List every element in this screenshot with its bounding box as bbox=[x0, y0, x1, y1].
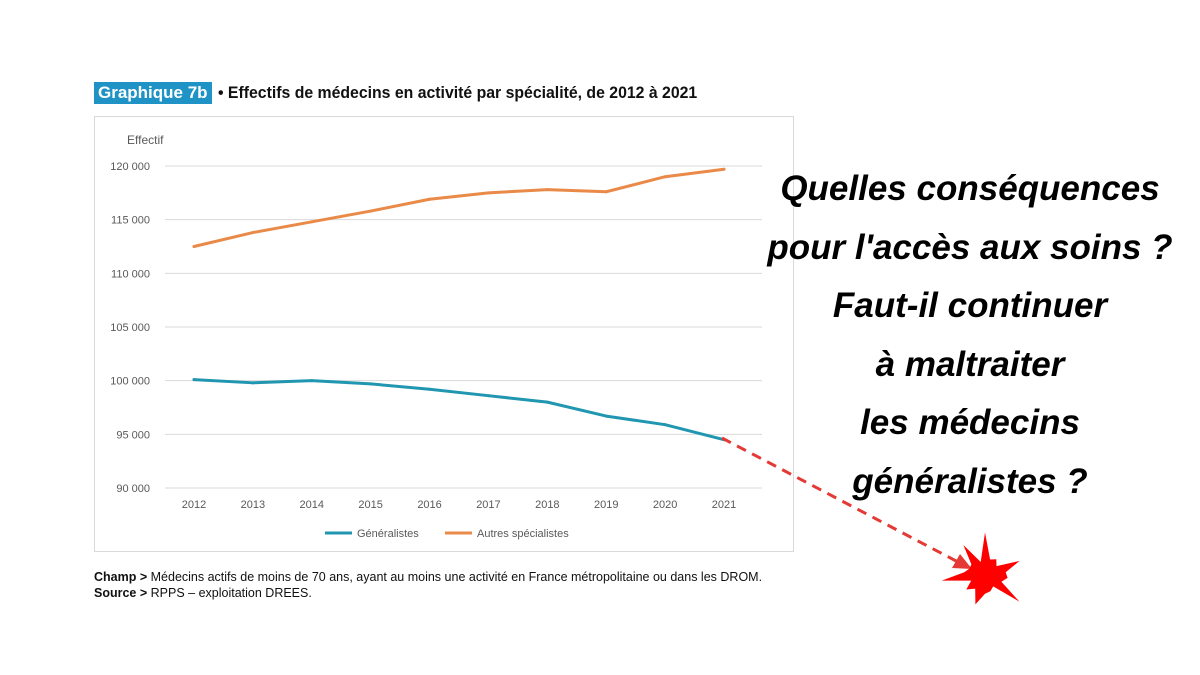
dashed-arrow-line bbox=[721, 436, 959, 564]
y-tick-label: 115 000 bbox=[111, 215, 150, 227]
y-axis-label: Effectif bbox=[127, 133, 164, 147]
series-line-generalistes bbox=[192, 378, 726, 442]
question-line: Quelles conséquences bbox=[780, 169, 1160, 208]
legend-label: Généralistes bbox=[357, 528, 419, 540]
data-point bbox=[428, 197, 432, 201]
x-tick-label: 2015 bbox=[358, 499, 382, 511]
x-tick-label: 2014 bbox=[300, 499, 324, 511]
x-tick-label: 2019 bbox=[594, 499, 618, 511]
figure-tag: Graphique 7b bbox=[94, 82, 212, 104]
chart-title-row: Graphique 7b • Effectifs de médecins en … bbox=[94, 81, 733, 105]
legend-label: Autres spécialistes bbox=[477, 528, 569, 540]
data-point bbox=[192, 245, 196, 248]
series-line-autres-specialistes bbox=[192, 167, 726, 248]
question-line: pour l'accès aux soins ? bbox=[767, 227, 1173, 267]
source-note: Source > RPPS – exploitation DREES. bbox=[94, 585, 762, 601]
data-point bbox=[545, 188, 549, 192]
x-tick-label: 2013 bbox=[241, 499, 265, 511]
champ-note: Champ > Médecins actifs de moins de 70 a… bbox=[94, 569, 762, 585]
x-tick-label: 2020 bbox=[653, 499, 677, 511]
data-point bbox=[310, 220, 314, 224]
data-point bbox=[310, 379, 314, 383]
y-tick-label: 95 000 bbox=[116, 429, 150, 441]
x-tick-label: 2016 bbox=[417, 499, 441, 511]
data-point bbox=[251, 381, 255, 385]
champ-label: Champ > bbox=[94, 570, 148, 584]
data-point bbox=[545, 400, 549, 404]
x-tick-label: 2018 bbox=[535, 499, 559, 511]
data-point bbox=[486, 191, 490, 195]
line-chart: 90 000 95 000 100 000 105 000 110 000 115 000… bbox=[110, 133, 762, 540]
arrow-head-icon bbox=[952, 554, 972, 569]
question-line: les médecins bbox=[860, 403, 1080, 442]
data-point bbox=[192, 378, 196, 382]
data-point bbox=[428, 387, 432, 391]
champ-text: Médecins actifs de moins de 70 ans, ayan… bbox=[150, 570, 763, 584]
x-tick-label: 2017 bbox=[476, 499, 500, 511]
data-point bbox=[604, 190, 608, 194]
data-point bbox=[251, 231, 255, 235]
data-point bbox=[663, 175, 667, 179]
source-text: RPPS – exploitation DREES. bbox=[150, 586, 312, 600]
data-point bbox=[604, 414, 608, 418]
y-tick-label: 105 000 bbox=[110, 322, 150, 334]
source-label: Source > bbox=[94, 586, 148, 600]
data-point bbox=[369, 382, 373, 386]
chart-title: • Effectifs de médecins en activité par … bbox=[217, 83, 697, 102]
chart-frame: 90 000 95 000 100 000 105 000 110 000 115 000… bbox=[94, 116, 794, 552]
data-point bbox=[486, 394, 490, 398]
question-line: Faut-il continuer bbox=[832, 286, 1108, 325]
explosion-burst-icon bbox=[941, 532, 1020, 605]
y-tick-label: 110 000 bbox=[111, 268, 150, 280]
y-tick-label: 100 000 bbox=[110, 376, 150, 388]
x-tick-label: 2021 bbox=[712, 499, 736, 511]
chart-notes: Champ > Médecins actifs de moins de 70 a… bbox=[94, 569, 762, 601]
data-point bbox=[722, 167, 726, 171]
data-point bbox=[369, 209, 373, 213]
y-tick-label: 90 000 bbox=[116, 483, 150, 495]
y-tick-label: 120 000 bbox=[110, 161, 150, 173]
question-text: Quelles conséquences pour l'accès aux soi… bbox=[748, 160, 1192, 511]
x-tick-label: 2012 bbox=[182, 499, 206, 511]
data-point bbox=[663, 423, 667, 427]
question-line: généralistes ? bbox=[852, 461, 1088, 501]
question-line: à maltraiter bbox=[875, 344, 1065, 384]
